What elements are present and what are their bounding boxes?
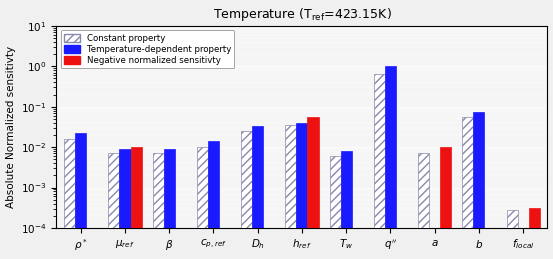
Bar [241,131,252,259]
Bar [307,117,319,259]
Bar [440,147,451,259]
Bar [164,149,175,259]
Bar [296,123,307,259]
Bar [285,125,296,259]
Bar [507,210,518,259]
Bar [462,117,473,259]
Bar [418,153,429,259]
Y-axis label: Absolute Normalized sensitivty: Absolute Normalized sensitivty [6,46,15,208]
Bar [108,153,119,259]
Bar [119,149,131,259]
Bar [153,153,164,259]
Bar [374,74,385,259]
Bar [473,112,484,259]
Bar [330,156,341,259]
Bar [208,141,219,259]
Title: Temperature (T$_{\rm ref}$=423.15K): Temperature (T$_{\rm ref}$=423.15K) [212,5,392,23]
Bar [252,126,263,259]
Bar [529,207,540,259]
Bar [341,151,352,259]
Bar [64,139,75,259]
Legend: Constant property, Temperature-dependent property, Negative normalized sensitivt: Constant property, Temperature-dependent… [61,30,234,68]
Bar [197,147,208,259]
Bar [131,147,142,259]
Bar [75,133,86,259]
Bar [385,66,396,259]
